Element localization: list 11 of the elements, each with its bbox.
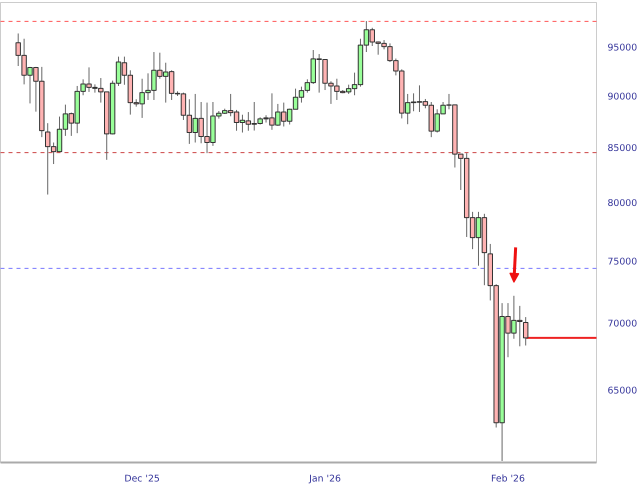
x-tick-label: Jan '26: [308, 474, 342, 484]
y-tick-label: 95000: [608, 42, 638, 54]
x-tick-label: Dec '25: [124, 474, 160, 484]
y-tick-label: 90000: [608, 91, 638, 102]
y-tick-label: 80000: [608, 198, 638, 209]
y-tick-label: 75000: [608, 256, 638, 268]
y-tick-label: 65000: [608, 386, 638, 397]
x-tick-label: Feb '26: [491, 474, 526, 484]
y-tick-label: 85000: [608, 143, 638, 154]
candlestick: [522, 316, 528, 346]
y-tick-label: 70000: [608, 318, 638, 330]
